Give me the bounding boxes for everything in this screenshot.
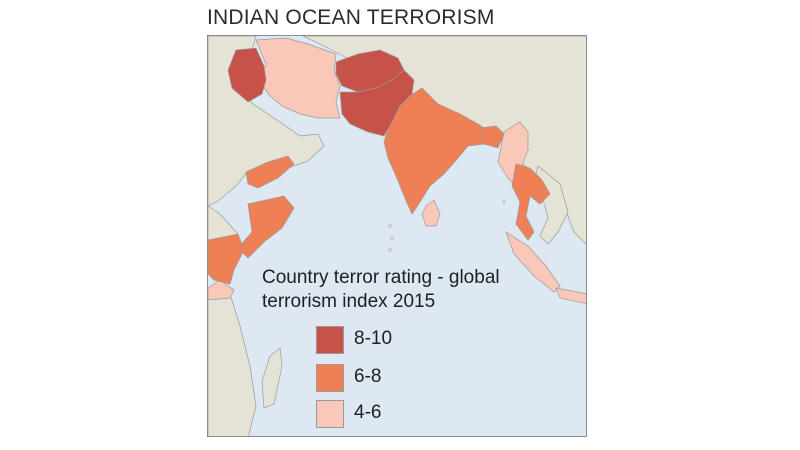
legend-label: 4-6 — [354, 402, 382, 423]
land-africa-south — [208, 293, 257, 436]
legend-title-line-2: terrorism index 2015 — [262, 291, 436, 312]
map-title: INDIAN OCEAN TERRORISM — [207, 6, 495, 29]
region-pakistan — [339, 69, 415, 137]
map-canvas — [208, 36, 586, 436]
map — [207, 35, 587, 437]
region-thailand — [511, 163, 551, 241]
region-java — [555, 287, 586, 304]
legend-swatch — [316, 400, 344, 428]
maldives-island-1 — [388, 224, 392, 228]
region-india — [383, 87, 491, 215]
maldives-island-3 — [388, 248, 392, 252]
region-yemen — [245, 155, 295, 189]
region-sri-lanka — [421, 199, 441, 227]
region-somalia — [237, 195, 295, 259]
region-kenya — [208, 233, 245, 285]
legend-label: 6-8 — [354, 366, 382, 387]
region-iraq — [227, 47, 267, 103]
legend-title: Country terror rating - global terrorism… — [262, 266, 500, 314]
legend-swatch — [316, 326, 344, 354]
region-bangladesh — [479, 125, 505, 149]
maldives-island-2 — [390, 236, 394, 240]
legend-title-line-1: Country terror rating - global — [262, 267, 500, 288]
legend-swatch — [316, 364, 344, 392]
land-madagascar — [261, 347, 283, 409]
andaman-island — [502, 200, 506, 204]
legend-label: 8-10 — [354, 328, 393, 349]
